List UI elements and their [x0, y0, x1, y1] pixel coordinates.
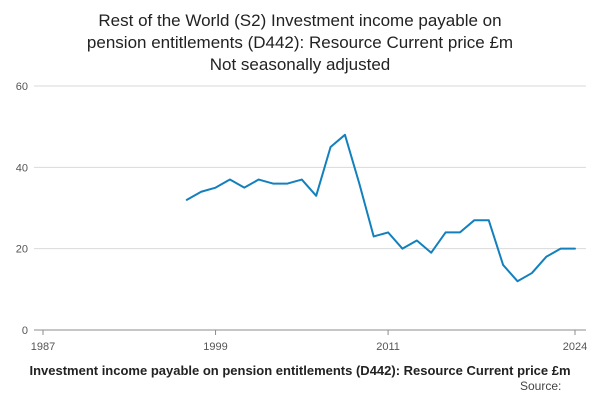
y-tick-label: 60 [16, 81, 28, 93]
y-tick-label: 0 [22, 325, 28, 337]
y-tick-label: 40 [16, 162, 28, 174]
y-tick-label: 20 [16, 244, 28, 256]
chart-svg: 0 20 40 60 1987 1999 2011 2024 [16, 81, 587, 353]
chart-title-line-1: Rest of the World (S2) Investment income… [98, 11, 502, 30]
chart-caption: Investment income payable on pension ent… [29, 363, 571, 378]
chart-title: Rest of the World (S2) Investment income… [0, 10, 600, 76]
chart-title-line-3: Not seasonally adjusted [209, 55, 391, 74]
chart-title-line-2: pension entitlements (D442): Resource Cu… [86, 33, 514, 52]
source-label: Source: [520, 379, 562, 393]
x-tick-label: 1987 [31, 341, 55, 353]
x-tick-label: 1999 [203, 341, 227, 353]
data-line [185, 133, 576, 283]
x-tick-label: 2024 [563, 341, 587, 353]
x-tick-label: 2011 [376, 341, 400, 353]
